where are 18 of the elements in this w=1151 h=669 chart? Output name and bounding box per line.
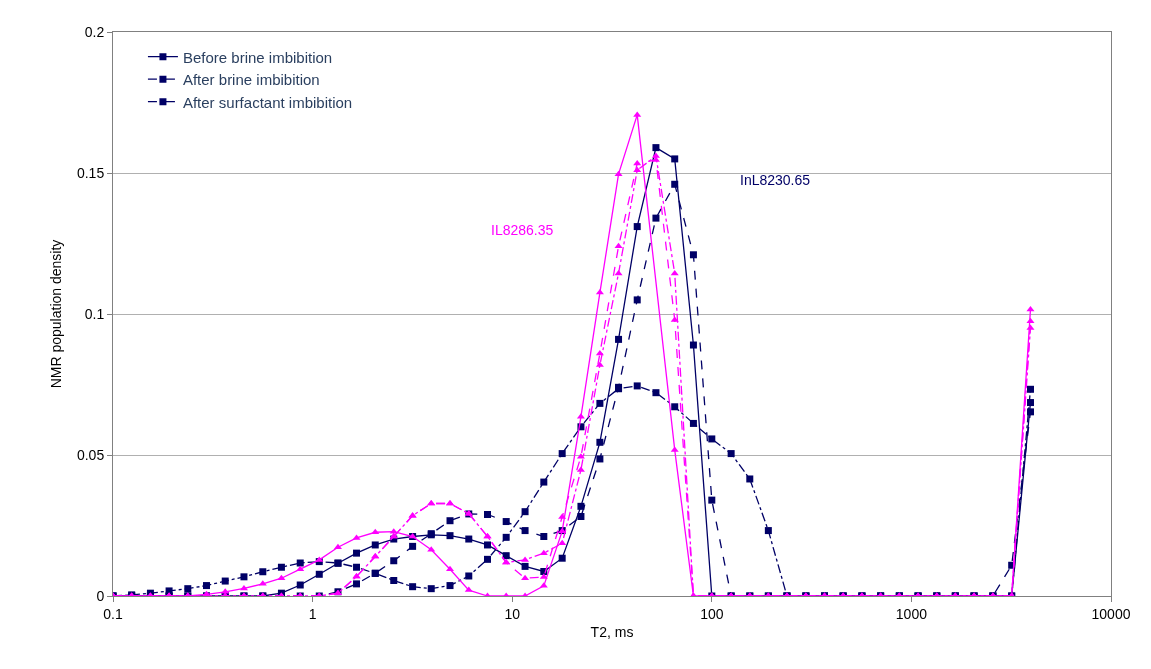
legend-label: Before brine imbibition bbox=[182, 48, 333, 66]
x-tick-label: 10000 bbox=[1091, 605, 1131, 622]
y-tick-label: 0 bbox=[96, 587, 105, 604]
x-tick-label: 100 bbox=[700, 605, 724, 622]
x-tick-label: 10 bbox=[504, 605, 521, 622]
x-axis-title: T2, ms bbox=[590, 624, 634, 641]
x-tick-label: 0.1 bbox=[103, 605, 123, 622]
annotation: InL8230.65 bbox=[740, 172, 811, 188]
y-tick-label: 0.1 bbox=[84, 305, 105, 322]
x-tick-label: 1 bbox=[308, 605, 317, 622]
y-tick-label: 0.15 bbox=[76, 164, 105, 181]
legend-label: After brine imbibition bbox=[182, 71, 320, 89]
y-axis-title: NMR population density bbox=[47, 239, 64, 389]
legend-label: After surfactant imbibition bbox=[182, 93, 353, 111]
y-tick-label: 0.2 bbox=[84, 23, 105, 40]
x-tick-label: 1000 bbox=[895, 605, 928, 622]
y-tick-label: 0.05 bbox=[76, 446, 105, 463]
annotation: IL8286.35 bbox=[491, 222, 554, 238]
